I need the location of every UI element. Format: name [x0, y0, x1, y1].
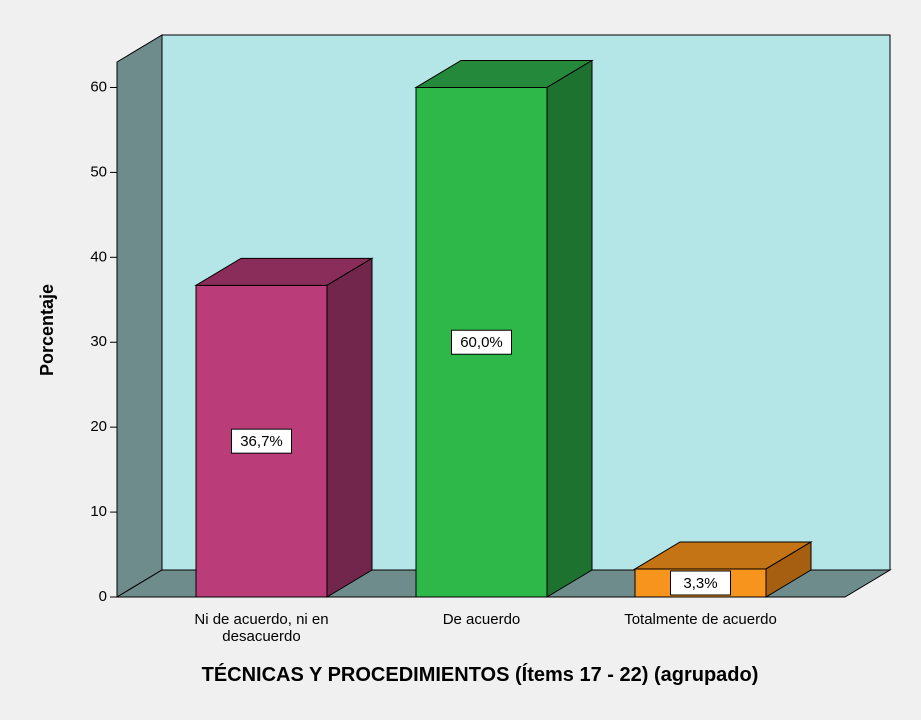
bar-side — [326, 257, 373, 598]
y-axis-title: Porcentaje — [37, 284, 57, 376]
x-tick-label: Ni de acuerdo, ni en desacuerdo — [194, 611, 329, 645]
bar-side — [546, 59, 593, 598]
y-tick-label: 40 — [90, 248, 107, 265]
value-label-box — [451, 329, 512, 355]
value-label: 3,3% — [683, 575, 717, 592]
x-tick-label: Totalmente de acuerdo — [624, 611, 777, 628]
x-tick-label: De acuerdo — [442, 611, 521, 628]
y-tick-label: 0 — [99, 588, 107, 605]
value-label: 60,0% — [460, 334, 503, 351]
y-tick-label: 60 — [90, 78, 107, 95]
bar-side — [765, 541, 812, 598]
y-tick-label: 10 — [90, 503, 107, 520]
value-label: 36,7% — [240, 433, 283, 450]
left-wall — [116, 34, 163, 598]
x-axis-title: TÉCNICAS Y PROCEDIMIENTOS (Ítems 17 - 22… — [201, 664, 759, 686]
value-label-box — [231, 428, 292, 454]
y-tick-label: 30 — [90, 333, 107, 350]
y-tick-label: 20 — [90, 418, 107, 435]
y-tick-label: 50 — [90, 163, 107, 180]
value-label-box — [670, 570, 731, 596]
